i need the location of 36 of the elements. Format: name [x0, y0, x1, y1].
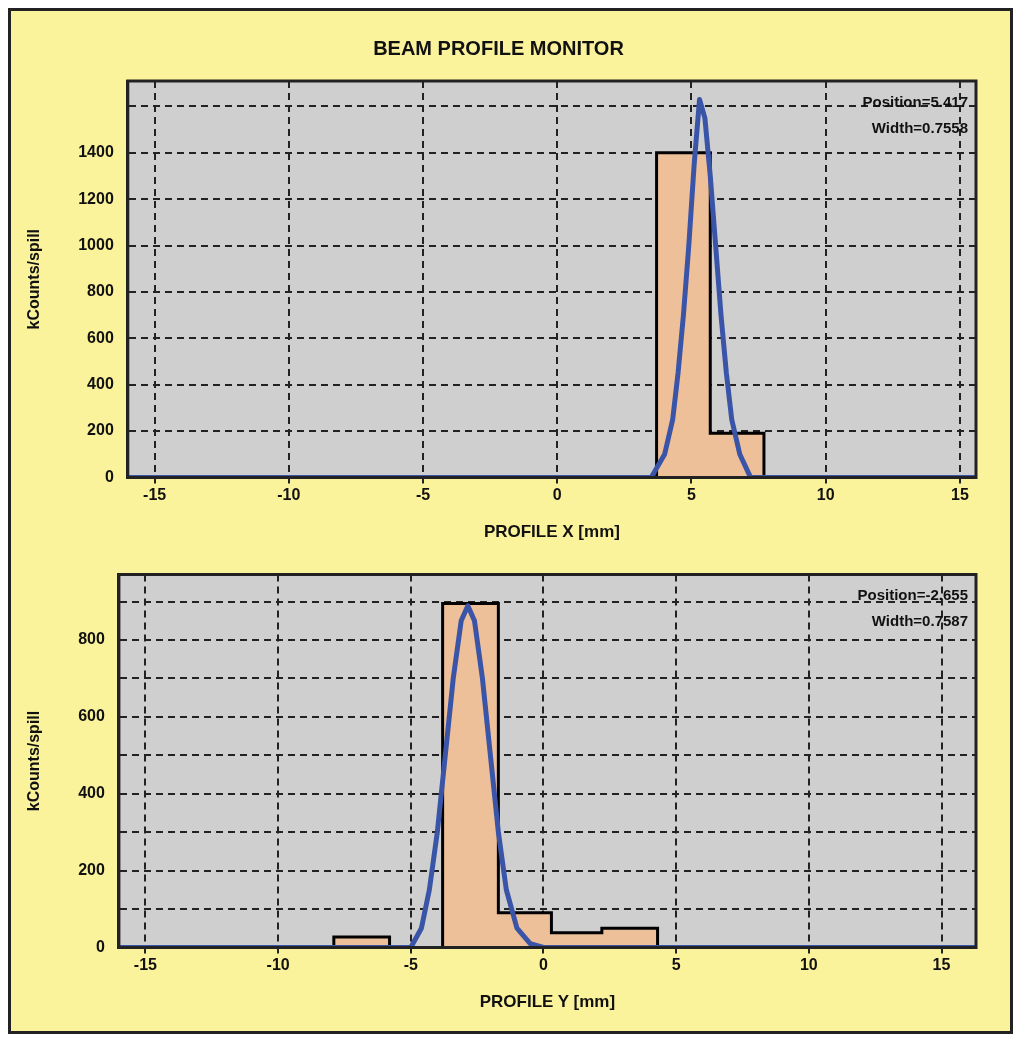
y-tick-label: 600 [78, 707, 105, 725]
x-tick-label: -5 [415, 486, 431, 504]
y-tick-label: 1200 [78, 189, 114, 207]
y-tick-label: 800 [87, 282, 114, 300]
y-axis-title: kCounts/spill [25, 228, 43, 330]
x-tick-label: 15 [932, 956, 951, 974]
y-tick-label: 200 [78, 860, 105, 878]
y-tick-label: 1400 [78, 143, 114, 161]
y-axis-title: kCounts/spill [25, 710, 43, 812]
y-tick-label: 0 [104, 467, 114, 485]
x-tick-label: -5 [403, 956, 418, 974]
x-tick-label: 0 [539, 956, 549, 974]
y-tick-label: 400 [78, 784, 105, 802]
x-tick-label: 15 [951, 486, 969, 504]
y-tick-label: 1000 [78, 235, 114, 253]
x-tick-label: -15 [133, 956, 158, 974]
y-tick-label: 200 [87, 421, 114, 439]
y-tick-label: 800 [78, 630, 105, 648]
x-tick-label: -15 [143, 486, 167, 504]
y-tick-label: 600 [87, 328, 114, 346]
x-tick-label: -10 [277, 486, 301, 504]
annotation: Width=0.7558 [871, 118, 968, 136]
annotation: Position=-2.655 [857, 586, 968, 604]
x-tick-label: 10 [799, 956, 818, 974]
annotation: Position=5.417 [862, 92, 968, 110]
x-tick-label: -10 [266, 956, 290, 974]
annotation: Width=0.7587 [871, 612, 968, 630]
x-tick-label: 5 [671, 956, 681, 974]
y-tick-label: 400 [87, 375, 114, 393]
x-tick-label: 5 [687, 486, 697, 504]
chart-title: BEAM PROFILE MONITOR [373, 36, 625, 59]
y-tick-label: 0 [95, 937, 105, 955]
x-axis-title: PROFILE X [mm] [483, 522, 620, 542]
x-tick-label: 10 [816, 486, 835, 504]
x-axis-title: PROFILE Y [mm] [479, 992, 616, 1012]
x-tick-label: 0 [552, 486, 562, 504]
